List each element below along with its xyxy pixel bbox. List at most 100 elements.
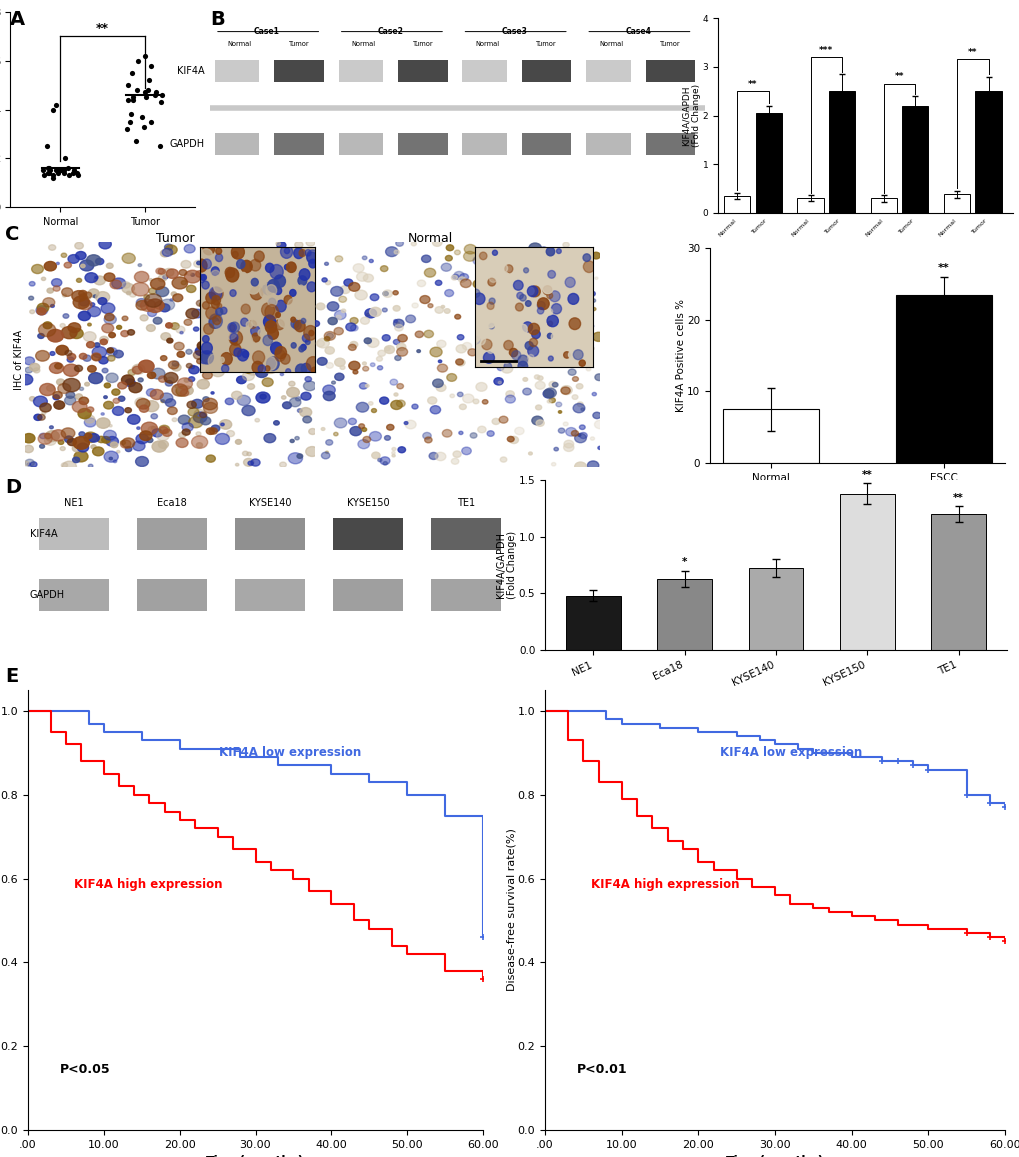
Circle shape <box>206 455 215 462</box>
Circle shape <box>549 290 559 302</box>
Circle shape <box>445 245 453 251</box>
Circle shape <box>121 375 135 385</box>
Circle shape <box>112 406 124 415</box>
FancyBboxPatch shape <box>462 60 506 82</box>
Circle shape <box>589 292 595 296</box>
Circle shape <box>122 282 130 288</box>
Point <box>39 137 55 155</box>
Circle shape <box>510 324 515 330</box>
Circle shape <box>265 304 278 319</box>
Circle shape <box>246 340 255 351</box>
Circle shape <box>128 383 142 392</box>
Circle shape <box>264 356 276 370</box>
Circle shape <box>64 396 75 405</box>
Circle shape <box>380 266 387 272</box>
Circle shape <box>104 315 116 324</box>
Circle shape <box>280 354 289 364</box>
Circle shape <box>360 317 369 324</box>
Circle shape <box>495 361 504 368</box>
Circle shape <box>289 326 294 330</box>
Circle shape <box>202 281 209 289</box>
Circle shape <box>266 246 279 260</box>
Circle shape <box>122 253 136 264</box>
Circle shape <box>304 381 316 391</box>
Circle shape <box>301 392 311 400</box>
Circle shape <box>585 289 595 300</box>
Circle shape <box>457 334 464 340</box>
Circle shape <box>591 308 595 310</box>
Circle shape <box>307 250 319 264</box>
Circle shape <box>334 256 342 261</box>
Text: Normal: Normal <box>475 42 498 47</box>
Circle shape <box>222 251 225 253</box>
Circle shape <box>171 292 176 296</box>
Circle shape <box>307 282 316 292</box>
Text: P<0.01: P<0.01 <box>577 1063 628 1076</box>
Circle shape <box>160 393 172 403</box>
Circle shape <box>299 268 310 280</box>
Circle shape <box>321 452 329 459</box>
Circle shape <box>207 341 220 352</box>
Circle shape <box>308 337 317 342</box>
Circle shape <box>550 332 559 341</box>
Circle shape <box>524 273 527 275</box>
Circle shape <box>240 318 248 326</box>
Circle shape <box>270 265 283 279</box>
Circle shape <box>302 259 314 268</box>
Circle shape <box>51 429 65 441</box>
Circle shape <box>264 363 277 374</box>
Circle shape <box>251 326 260 336</box>
Circle shape <box>100 337 108 342</box>
Circle shape <box>237 349 248 361</box>
Circle shape <box>435 452 445 460</box>
Bar <box>722 410 818 463</box>
Circle shape <box>393 339 399 345</box>
Circle shape <box>67 358 73 362</box>
Circle shape <box>172 361 178 366</box>
Circle shape <box>262 378 273 386</box>
Circle shape <box>505 356 511 361</box>
Circle shape <box>508 436 518 443</box>
Circle shape <box>391 455 394 457</box>
Circle shape <box>513 288 518 293</box>
Circle shape <box>421 256 430 263</box>
Circle shape <box>110 442 117 448</box>
Circle shape <box>455 345 466 353</box>
Text: **: ** <box>953 493 963 502</box>
Circle shape <box>265 366 270 371</box>
Text: KIF4A low expression: KIF4A low expression <box>719 746 861 759</box>
Circle shape <box>255 419 259 422</box>
Circle shape <box>178 433 185 437</box>
Circle shape <box>210 271 220 281</box>
Circle shape <box>30 281 35 286</box>
Circle shape <box>147 299 164 312</box>
Circle shape <box>199 352 210 363</box>
Circle shape <box>42 412 46 414</box>
Circle shape <box>266 285 276 296</box>
Circle shape <box>546 248 554 256</box>
FancyBboxPatch shape <box>39 518 109 550</box>
Circle shape <box>242 272 246 278</box>
Circle shape <box>263 315 275 329</box>
Point <box>41 159 57 177</box>
Circle shape <box>38 434 52 444</box>
Circle shape <box>148 373 156 378</box>
Circle shape <box>254 281 266 290</box>
Circle shape <box>578 434 580 436</box>
Circle shape <box>583 260 594 273</box>
Circle shape <box>58 383 70 393</box>
Circle shape <box>575 263 578 265</box>
Text: Tumor: Tumor <box>659 42 680 47</box>
Circle shape <box>185 309 199 318</box>
Circle shape <box>592 412 600 419</box>
Circle shape <box>74 242 84 249</box>
Circle shape <box>215 355 229 366</box>
Circle shape <box>504 396 515 403</box>
Circle shape <box>118 396 124 401</box>
Y-axis label: KIF4A/GAPDH
(Fold Change): KIF4A/GAPDH (Fold Change) <box>495 531 517 599</box>
Circle shape <box>85 273 98 282</box>
Circle shape <box>298 408 302 412</box>
Circle shape <box>193 412 207 422</box>
Circle shape <box>263 283 273 295</box>
Circle shape <box>377 458 381 462</box>
